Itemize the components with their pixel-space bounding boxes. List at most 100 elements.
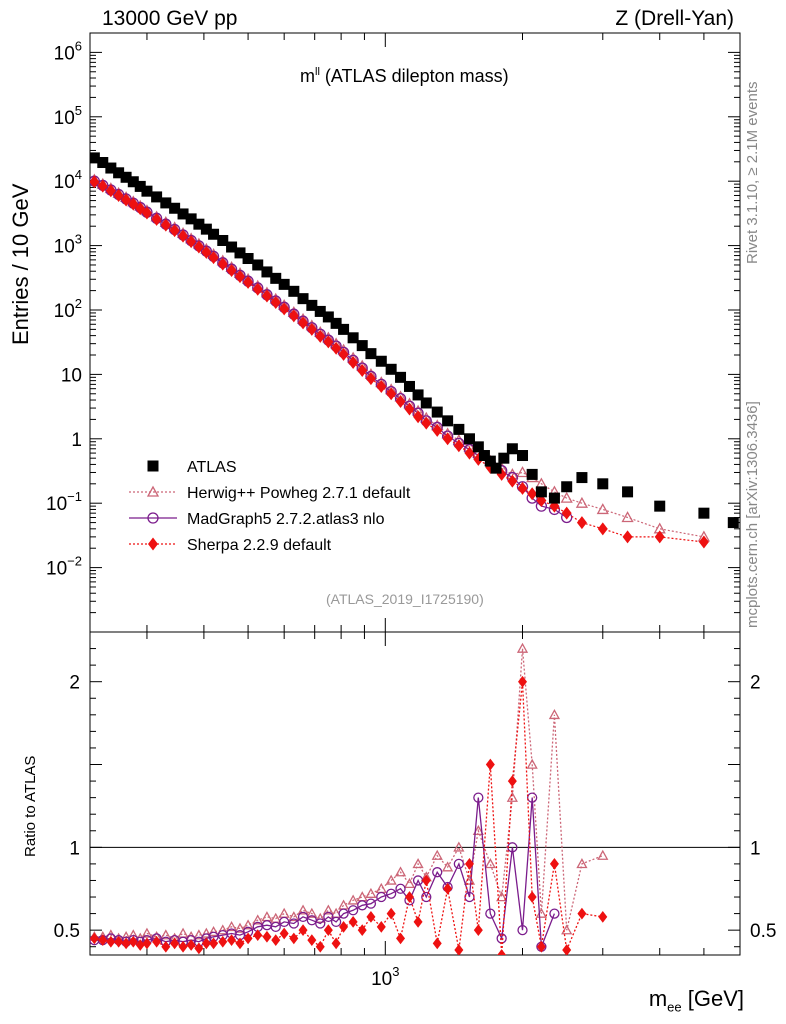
herwig-powheg-2-7-1-default-ratio-point — [506, 791, 518, 802]
herwig-powheg-2-7-1-default-ratio-point — [193, 929, 205, 940]
atlas-main-point — [297, 293, 309, 305]
madgraph5-2-7-2-atlas3-nlo-ratio-point — [421, 891, 432, 903]
process-label: Z (Drell-Yan) — [615, 7, 734, 30]
plot-title-superscript: ll — [315, 66, 320, 78]
atlas-main-point — [548, 492, 560, 504]
main-y-tick-label: 104 — [54, 167, 82, 193]
herwig-powheg-2-7-1-default-ratio-point — [597, 849, 609, 860]
sherpa-2-2-9-default-main-point — [357, 363, 368, 377]
sherpa-2-2-9-default-main-point — [252, 282, 263, 296]
sherpa-2-2-9-default-ratio-point — [161, 940, 171, 953]
main-y-tick-label: 10−1 — [46, 489, 82, 515]
madgraph5-2-7-2-atlas3-nlo-ratio-point — [453, 858, 465, 870]
sherpa-2-2-9-default-ratio-point — [348, 916, 358, 928]
herwig-powheg-2-7-1-default-ratio-point — [561, 924, 573, 935]
sherpa-2-2-9-default-main-point — [365, 372, 376, 386]
sherpa-2-2-9-default-main-point — [97, 179, 108, 193]
main-y-tick-label: 106 — [54, 38, 82, 64]
atlas-main-point — [330, 317, 342, 329]
main-y-tick-label: 103 — [54, 232, 82, 258]
sherpa-2-2-9-default-ratio-point — [90, 932, 99, 945]
sherpa-2-2-9-default-ratio-point — [331, 937, 341, 950]
atlas-main-point — [431, 406, 443, 418]
sherpa-2-2-9-default-main-point — [464, 446, 475, 460]
sherpa-2-2-9-default-ratio-point — [271, 934, 281, 946]
madgraph5-2-7-2-atlas3-nlo-ratio-point — [385, 888, 397, 899]
atlas-main-point — [261, 266, 273, 278]
atlas-main-point — [535, 486, 547, 498]
sherpa-2-2-9-default-main-point — [315, 329, 326, 343]
herwig-powheg-2-7-1-default-ratio-point — [306, 907, 318, 918]
sherpa-2-2-9-default-ratio-point — [421, 874, 431, 887]
sherpa-2-2-9-default-ratio-point — [536, 940, 546, 953]
madgraph5-2-7-2-atlas3-nlo-ratio-point — [473, 792, 484, 803]
atlas-main-point — [727, 517, 739, 529]
sherpa-2-2-9-default-main-line — [94, 181, 704, 543]
herwig-powheg-2-7-1-default-ratio-point — [207, 925, 220, 937]
atlas-main-point — [597, 478, 609, 490]
x-axis-subscript: ee — [667, 999, 682, 1015]
sherpa-2-2-9-default-ratio-point — [549, 858, 559, 870]
sherpa-2-2-9-default-ratio-point — [218, 935, 228, 948]
atlas-main-point — [306, 299, 318, 311]
herwig-powheg-2-7-1-default-ratio-point — [261, 911, 273, 922]
madgraph5-2-7-2-atlas3-nlo-legend-marker — [147, 512, 159, 524]
herwig-powheg-2-7-1-default-main-point — [621, 511, 634, 523]
herwig-powheg-2-7-1-default-ratio-point — [412, 858, 424, 869]
sherpa-2-2-9-default-main-point — [193, 240, 204, 254]
madgraph5-2-7-2-atlas3-nlo-ratio-point — [338, 908, 349, 919]
plot-title-symbol: m — [300, 66, 315, 86]
sherpa-2-2-9-default-ratio-point — [485, 758, 495, 771]
sherpa-2-2-9-default-ratio-point — [262, 930, 272, 943]
sherpa-2-2-9-default-ratio-point — [227, 934, 237, 946]
sherpa-2-2-9-default-legend-label: Sherpa 2.2.9 default — [187, 537, 332, 554]
herwig-powheg-2-7-1-default-ratio-point — [375, 882, 387, 893]
madgraph5-2-7-2-atlas3-nlo-ratio-point — [365, 898, 377, 909]
atlas-main-point — [654, 500, 666, 512]
herwig-powheg-2-7-1-default-ratio-point — [278, 907, 290, 918]
herwig-powheg-2-7-1-default-ratio-point — [141, 927, 153, 938]
atlas-main-point — [160, 197, 172, 209]
sherpa-2-2-9-default-ratio-point — [357, 924, 367, 937]
herwig-powheg-2-7-1-default-ratio-point — [484, 858, 496, 869]
herwig-powheg-2-7-1-default-ratio-point — [385, 874, 397, 885]
madgraph5-2-7-2-atlas3-nlo-ratio-point — [432, 867, 443, 878]
sherpa-2-2-9-default-ratio-point — [128, 935, 138, 948]
sherpa-2-2-9-default-ratio-point — [289, 932, 299, 945]
madgraph5-2-7-2-atlas3-nlo-ratio-point — [297, 911, 309, 923]
sherpa-2-2-9-default-ratio-point — [598, 911, 608, 923]
sherpa-2-2-9-default-ratio-point — [527, 891, 537, 903]
main-y-tick-label: 102 — [54, 296, 82, 322]
herwig-powheg-2-7-1-default-ratio-point — [548, 708, 561, 720]
sherpa-2-2-9-default-main-point — [413, 410, 424, 424]
madgraph5-2-7-2-atlas3-nlo-legend-label: MadGraph5 2.7.2.atlas3 nlo — [187, 511, 385, 528]
herwig-powheg-2-7-1-default-ratio-point — [242, 919, 254, 930]
herwig-powheg-2-7-1-default-ratio-point — [516, 642, 529, 653]
atlas-main-point — [288, 285, 300, 297]
madgraph5-2-7-2-atlas3-nlo-ratio-point — [496, 933, 507, 944]
atlas-legend-label: ATLAS — [187, 459, 237, 476]
sherpa-2-2-9-default-ratio-point — [339, 920, 349, 933]
sherpa-2-2-9-default-main-point — [331, 341, 342, 355]
x-axis-label: mee [GeV] — [649, 986, 744, 1014]
atlas-main-point — [478, 450, 490, 462]
herwig-powheg-2-7-1-default-ratio-point — [225, 921, 238, 932]
sherpa-2-2-9-default-ratio-point — [253, 929, 263, 941]
sherpa-2-2-9-default-main-point — [128, 197, 139, 211]
sherpa-2-2-9-default-main-point — [432, 423, 443, 437]
atlas-main-point — [134, 180, 146, 192]
atlas-main-point — [420, 397, 432, 409]
sherpa-2-2-9-default-main-point — [561, 506, 572, 520]
sherpa-2-2-9-default-ratio-point — [413, 916, 423, 928]
herwig-powheg-2-7-1-default-ratio-point — [200, 927, 212, 938]
atlas-main-point — [385, 363, 397, 375]
atlas-main-point — [278, 278, 290, 290]
sherpa-2-2-9-default-ratio-point — [186, 939, 196, 951]
sherpa-2-2-9-default-main-point — [386, 387, 397, 401]
atlas-main-point — [365, 348, 377, 360]
sherpa-2-2-9-default-main-point — [288, 309, 299, 323]
plot-title-text: (ATLAS dilepton mass) — [319, 66, 509, 86]
atlas-main-point — [561, 481, 573, 493]
herwig-powheg-2-7-1-default-ratio-point — [442, 861, 454, 872]
